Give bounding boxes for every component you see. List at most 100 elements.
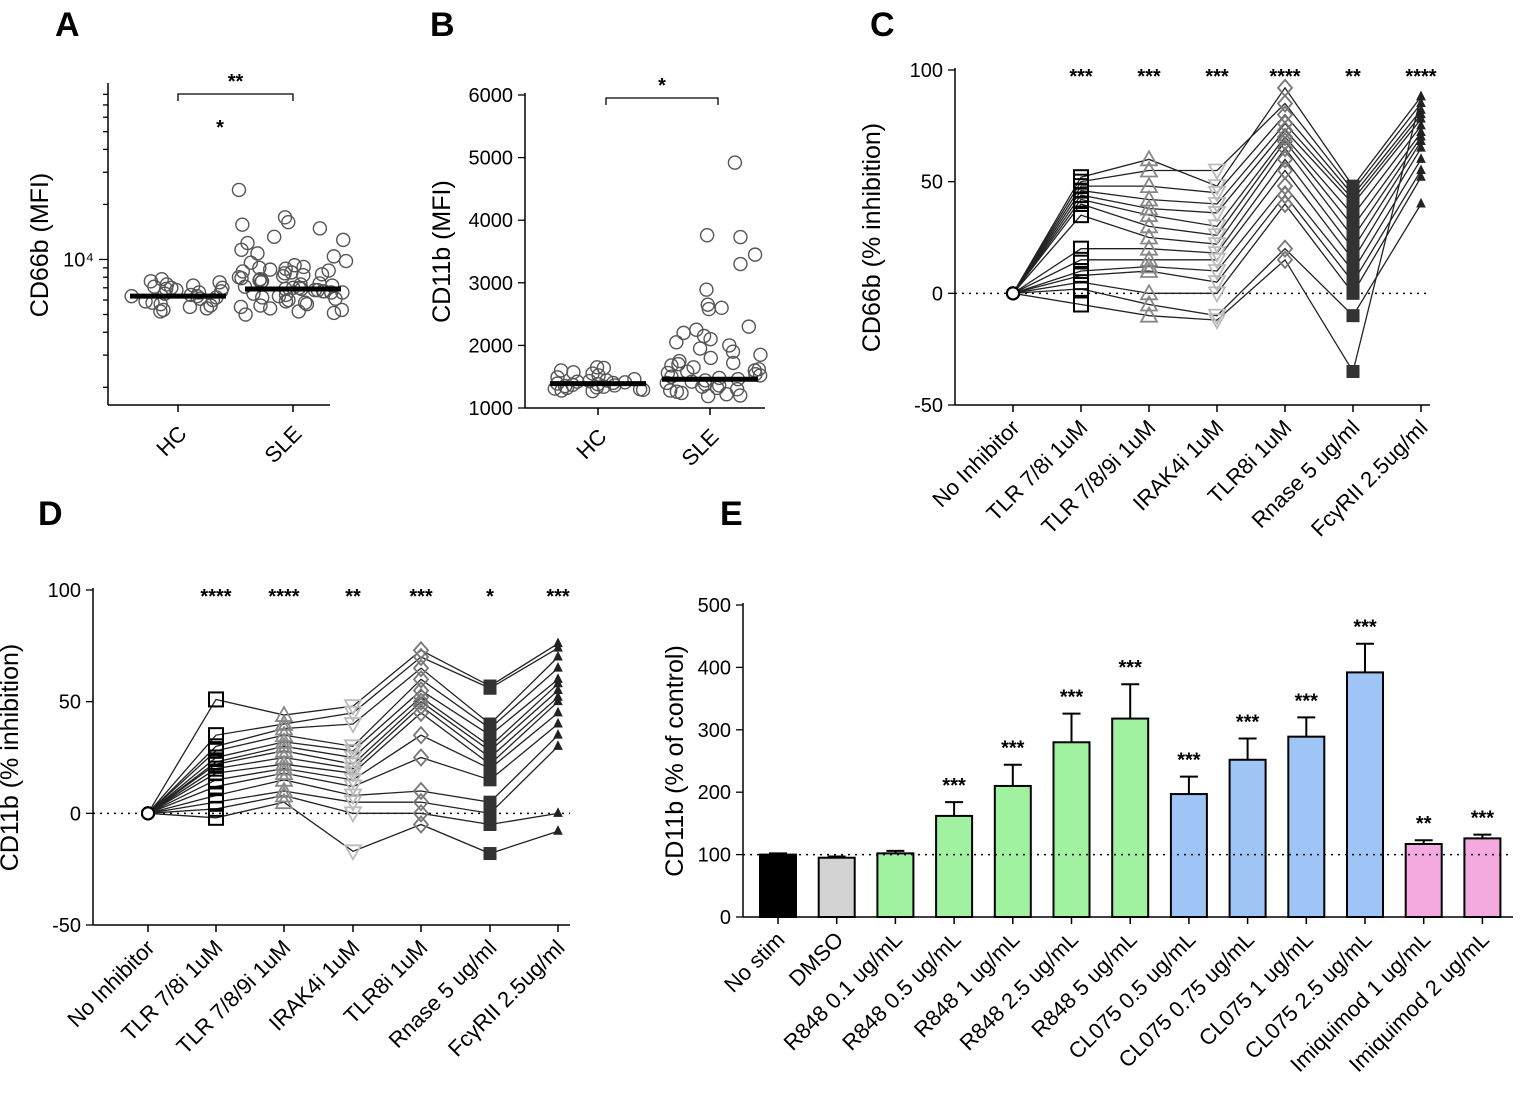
y-tick-label-D-2: 50 — [59, 692, 81, 714]
panel-letter-D: D — [38, 495, 63, 533]
marker-D-series14-0 — [141, 806, 155, 821]
marker-C-series10-4 — [1276, 176, 1294, 196]
marker-C-series12-4 — [1276, 194, 1294, 214]
marker-C-series14-0 — [1006, 286, 1020, 301]
significance-label-E-8: *** — [1236, 712, 1260, 734]
marker-C-series6-5 — [1346, 219, 1360, 233]
data-point-B-SLE-9 — [741, 319, 757, 334]
marker-C-series11-3 — [1207, 275, 1227, 292]
bar-E-6 — [1111, 717, 1150, 918]
data-point-A-SLE-21 — [277, 266, 292, 281]
marker-D-series10-4 — [412, 748, 430, 767]
y-tick-label-C-1: 0 — [932, 283, 943, 305]
marker-C-series6-4 — [1276, 132, 1294, 151]
bar-E-10 — [1346, 671, 1384, 919]
data-point-B-SLE-11 — [676, 325, 691, 341]
y-tick-label-D-1: 0 — [70, 803, 81, 825]
marker-C-series11-4 — [1276, 185, 1294, 205]
data-point-B-HC-8 — [599, 373, 614, 388]
marker-C-series14-1 — [1073, 296, 1089, 313]
marker-D-series9-2 — [274, 758, 294, 776]
marker-C-series9-6 — [1416, 142, 1426, 152]
significance-label-E-4: *** — [1001, 738, 1025, 760]
data-point-A-SLE-13 — [287, 258, 302, 273]
marker-C-series5-2 — [1139, 205, 1159, 223]
marker-D-series1-1 — [208, 727, 224, 744]
y-tick-label-D-3: 100 — [48, 580, 81, 602]
marker-D-series13-2 — [274, 785, 294, 803]
marker-D-series12-3 — [343, 795, 363, 812]
bar-E-5 — [1052, 741, 1091, 919]
marker-D-series9-6 — [553, 706, 563, 717]
y-tick-label-E-3: 300 — [698, 720, 731, 742]
data-point-A-SLE-12 — [243, 255, 259, 270]
marker-D-series14-2 — [274, 792, 294, 810]
y-tick-label-C-0: -50 — [914, 395, 943, 417]
marker-C-series14-4 — [1276, 250, 1294, 270]
marker-C-series14-3 — [1207, 313, 1227, 330]
data-point-A-SLE-49 — [328, 291, 343, 306]
data-point-B-SLE-36 — [659, 375, 674, 391]
marker-C-series10-5 — [1346, 264, 1360, 278]
marker-C-series10-3 — [1207, 264, 1227, 281]
data-point-A-SLE-1 — [277, 210, 293, 225]
y-axis-label-E: CD11b (% of control) — [661, 645, 689, 877]
marker-D-series13-6 — [553, 807, 563, 817]
data-point-A-SLE-10 — [326, 249, 342, 264]
data-point-B-SLE-8 — [701, 301, 717, 317]
data-point-B-SLE-4 — [733, 256, 748, 272]
marker-D-series12-2 — [274, 781, 294, 798]
y-tick-label-B-5: 6000 — [469, 85, 514, 107]
marker-D-series12-6 — [553, 740, 563, 750]
data-point-B-SLE-22 — [671, 356, 686, 372]
data-point-B-SLE-19 — [703, 350, 718, 366]
significance-label-D-5: * — [486, 586, 494, 608]
panel-letter-A: A — [55, 6, 80, 44]
marker-D-series13-1 — [208, 800, 224, 817]
data-point-A-SLE-2 — [281, 214, 296, 230]
data-point-A-SLE-59 — [326, 305, 342, 321]
marker-D-series11-5 — [483, 795, 497, 809]
marker-C-series4-5 — [1346, 197, 1360, 211]
significance-bracket-A — [177, 93, 294, 101]
marker-D-series1-5 — [483, 681, 497, 695]
marker-D-series10-6 — [553, 717, 563, 728]
marker-C-series6-2 — [1139, 216, 1159, 234]
y-tick-label-B-1: 2000 — [469, 335, 514, 357]
marker-C-series9-1 — [1073, 251, 1089, 268]
data-point-B-SLE-47 — [700, 388, 716, 404]
bar-E-0 — [759, 853, 797, 918]
x-tick-label-D-6: FcγRII 2.5ug/ml — [443, 935, 570, 1062]
bar-E-2 — [876, 852, 915, 918]
marker-C-series9-2 — [1139, 250, 1159, 267]
data-point-B-SLE-3 — [747, 247, 763, 262]
marker-C-series4-4 — [1276, 120, 1294, 140]
marker-C-series5-3 — [1207, 219, 1227, 237]
significance-label-A-1: * — [216, 117, 224, 139]
marker-C-series9-3 — [1207, 252, 1227, 270]
significance-label-E-12: *** — [1471, 808, 1495, 830]
y-tick-label-B-3: 4000 — [469, 210, 514, 232]
y-tick-label-B-4: 5000 — [469, 148, 514, 170]
marker-C-series13-3 — [1207, 308, 1227, 326]
data-point-B-SLE-23 — [664, 358, 679, 373]
data-point-A-SLE-17 — [262, 262, 278, 277]
data-point-A-SLE-11 — [338, 253, 354, 269]
marker-C-series2-3 — [1207, 185, 1227, 203]
y-tick-label-E-4: 400 — [698, 657, 731, 679]
marker-C-series8-4 — [1276, 149, 1294, 169]
x-tick-label-C-6: FcγRII 2.5ug/ml — [1306, 415, 1433, 542]
significance-label-E-5: *** — [1060, 687, 1084, 709]
marker-D-series6-4 — [412, 692, 430, 712]
marker-D-series2-6 — [553, 650, 563, 661]
marker-C-series13-6 — [1416, 197, 1426, 208]
data-point-B-SLE-44 — [674, 385, 689, 401]
bar-E-3 — [935, 814, 974, 918]
data-point-A-SLE-0 — [231, 182, 247, 198]
data-point-A-SLE-14 — [296, 259, 311, 275]
y-tick-label-C-2: 50 — [921, 172, 943, 194]
marker-D-series4-5 — [483, 728, 497, 742]
data-point-A-SLE-26 — [234, 270, 249, 286]
marker-D-series14-5 — [483, 847, 497, 861]
marker-C-series8-1 — [1073, 240, 1089, 257]
